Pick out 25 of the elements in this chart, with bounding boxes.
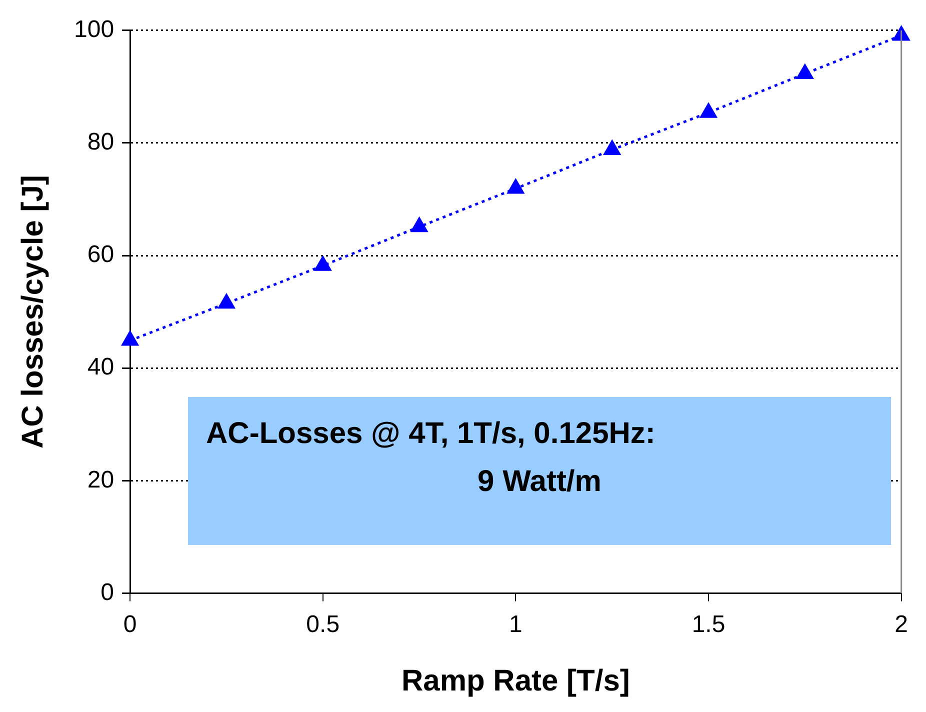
y-tick-label: 0 [100, 578, 114, 606]
point [122, 331, 138, 346]
x-tick-label: 0.5 [306, 611, 340, 638]
x-tick-label: 2 [894, 611, 908, 638]
x-axis-title: Ramp Rate [T/s] [401, 664, 630, 698]
annotation: 9 Watt/m [476, 465, 602, 499]
annotation: AC-Losses @ 4T, 1T/s, 0.125Hz: [206, 417, 656, 451]
point [604, 140, 620, 155]
y-tick-label: 20 [87, 466, 114, 494]
y-tick-label: 60 [87, 241, 114, 268]
point [796, 64, 814, 79]
y-tick-label: 40 [87, 354, 114, 381]
point [314, 256, 332, 271]
point [508, 179, 524, 194]
point [218, 294, 235, 309]
note-box: AC-Losses @ 4T, 1T/s, 0.125Hz: 9 Watt/m [188, 397, 891, 545]
point [700, 103, 717, 118]
x-tick-label: 1.5 [692, 611, 726, 638]
y-tick-label: 100 [74, 16, 114, 44]
point [893, 26, 910, 41]
y-axis-title: AC losses/cycle [J] [16, 175, 50, 449]
point [411, 218, 428, 232]
y-tick-label: 80 [87, 128, 114, 156]
x-tick-label: 1 [509, 611, 522, 638]
x-tick-label: 0 [123, 611, 137, 638]
